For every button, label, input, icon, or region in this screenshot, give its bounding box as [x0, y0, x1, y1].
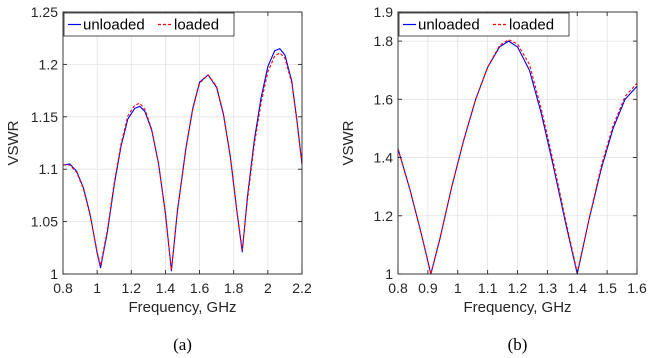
plot-area	[63, 12, 302, 274]
x-tick-label: 2.2	[292, 280, 312, 296]
x-tick-label: 1.3	[538, 280, 558, 296]
legend-box	[398, 12, 570, 37]
legend-box	[63, 12, 235, 37]
series-line-loaded	[63, 52, 303, 271]
series-line-loaded	[397, 39, 638, 275]
y-axis-label: VSWR	[340, 120, 357, 165]
x-tick-label: 2	[264, 280, 272, 296]
x-tick-label: 1.6	[190, 280, 210, 296]
y-tick-label: 1.1	[39, 161, 59, 177]
legend-label-loaded: loaded	[174, 17, 219, 34]
x-tick-label: 1.5	[597, 280, 617, 296]
y-tick-label: 1.8	[374, 33, 394, 49]
x-tick-label: 0.8	[53, 280, 73, 296]
y-tick-label: 1.9	[374, 4, 394, 20]
legend-label-unloaded: unloaded	[83, 17, 145, 34]
x-tick-label: 1.8	[224, 280, 244, 296]
y-axis-label: VSWR	[5, 120, 22, 165]
y-tick-label: 1.15	[31, 109, 58, 125]
y-tick-label: 1.2	[374, 208, 394, 224]
legend-label-unloaded: unloaded	[418, 17, 480, 34]
x-tick-label: 1.1	[478, 280, 498, 296]
legend: unloaded loaded	[63, 12, 235, 37]
legend-label-loaded: loaded	[509, 17, 554, 34]
panel-caption: (a)	[173, 335, 192, 354]
chart-panel-b: 0.8 0.9 1 1.1 1.2 1.3 1.4 1.5 1.6 1 1.2 1.4 1.6 1.8 1.…	[340, 4, 647, 354]
x-tick-label: 1.6	[627, 280, 647, 296]
x-tick-label: 1.4	[568, 280, 588, 296]
x-axis-label: Frequency, GHz	[128, 299, 236, 316]
x-tick-label: 1	[93, 280, 101, 296]
y-tick-label: 1.2	[39, 56, 59, 72]
y-tick-label: 1.4	[374, 150, 394, 166]
y-tick-label: 1	[50, 266, 58, 282]
x-tick-label: 0.9	[418, 280, 438, 296]
y-tick-label: 1.6	[374, 91, 394, 107]
axes-box	[62, 11, 303, 275]
x-tick-label: 1	[454, 280, 462, 296]
legend: unloaded loaded	[398, 12, 570, 37]
chart-panel-a: 0.8 1 1.2 1.4 1.6 1.8 2 2.211.051.11.151.21.25F…	[5, 4, 312, 354]
x-axis-label: Frequency, GHz	[463, 299, 571, 316]
x-tick-label: 0.8	[388, 280, 408, 296]
x-tick-label: 1.4	[156, 280, 176, 296]
x-tick-label: 1.2	[122, 280, 142, 296]
y-tick-label: 1.05	[31, 214, 58, 230]
y-tick-label: 1	[385, 266, 393, 282]
x-tick-label: 1.2	[508, 280, 528, 296]
y-tick-label: 1.25	[31, 4, 58, 20]
panel-caption: (b)	[508, 335, 528, 354]
